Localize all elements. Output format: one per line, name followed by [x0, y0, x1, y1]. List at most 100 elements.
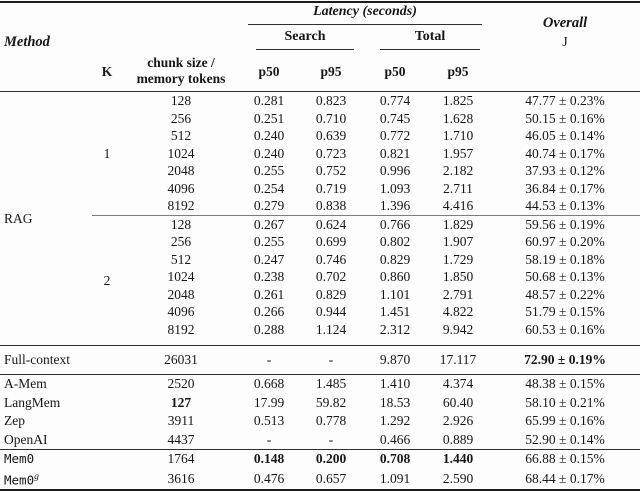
- cell-overall-j: 37.93 ± 0.12%: [525, 163, 605, 178]
- cell-total-p95: 1.710: [442, 128, 474, 143]
- cell-overall-j: 48.38 ± 0.15%: [490, 373, 640, 393]
- cell-search-p50: 0.255: [253, 234, 285, 249]
- cell-total-p50: 0.766: [364, 214, 426, 233]
- cell-total-p50: 2.312: [379, 321, 411, 337]
- cell-chunk: 128: [170, 93, 192, 108]
- cell-search-p50: 0.267: [240, 214, 298, 233]
- cell-search-p95: 0.702: [315, 269, 347, 284]
- col-header-search-p50: p50: [240, 51, 298, 92]
- cell-search-p50: 0.240: [253, 128, 285, 143]
- cell-chunk: 26031: [122, 345, 240, 374]
- cell-total-p95: 1.628: [442, 110, 474, 126]
- table-row-zep: Zep 3911 0.513 0.778 1.292 2.926 65.99 ±…: [0, 412, 640, 431]
- cell-total-p50: 1.451: [379, 304, 411, 319]
- cell-overall-j: 40.74 ± 0.17%: [525, 145, 605, 161]
- cell-chunk: 512: [170, 251, 192, 267]
- cell-total-p95: 4.822: [442, 304, 474, 319]
- table-row-rag-k1-1024: 1024 0.240 0.723 0.821 1.957 40.74 ± 0.1…: [0, 145, 640, 163]
- cell-total-p50: 0.829: [379, 251, 411, 267]
- cell-chunk: 2048: [167, 286, 195, 302]
- cell-chunk: 2048: [167, 163, 195, 178]
- method-label-rag: RAG: [4, 210, 33, 226]
- table-row-rag-k2-2048: 2048 0.261 0.829 1.101 2.791 48.57 ± 0.2…: [0, 286, 640, 304]
- cell-chunk: 128: [122, 214, 240, 233]
- cell-search-p50: 0.266: [253, 304, 285, 319]
- cell-total-p95: 2.182: [442, 163, 474, 178]
- cell-search-p50: -: [266, 431, 272, 447]
- cell-total-p95: 2.711: [443, 180, 473, 196]
- table-row-rag-k2-256: 256 0.255 0.699 0.802 1.907 60.97 ± 0.20…: [0, 233, 640, 251]
- cell-overall-j: 48.57 ± 0.22%: [525, 286, 605, 302]
- cell-search-p95: -: [328, 431, 334, 447]
- cell-total-p50: 0.745: [379, 110, 411, 126]
- cell-search-p95: 0.823: [315, 93, 347, 108]
- cell-overall-j: 46.05 ± 0.14%: [525, 128, 605, 143]
- col-group-search: Search: [240, 25, 364, 52]
- cell-total-p50: 1.410: [364, 373, 426, 393]
- method-label-mem0: Mem0: [0, 448, 92, 469]
- cell-search-p95: 0.778: [315, 413, 347, 428]
- k-value-empty: [92, 448, 122, 469]
- cell-total-p95: 1.829: [426, 214, 490, 233]
- cell-search-p50: 0.288: [253, 321, 285, 337]
- cell-search-p50: 0.240: [253, 145, 285, 161]
- cell-search-p50: 0.148: [240, 448, 298, 469]
- cell-total-p95: 60.40: [442, 394, 474, 410]
- table-row-mem0: Mem0 1764 0.148 0.200 0.708 1.440 66.88 …: [0, 448, 640, 469]
- cell-search-p50: 0.281: [253, 93, 285, 108]
- cell-search-p50: 0.668: [240, 373, 298, 393]
- cell-overall-j: 50.68 ± 0.13%: [525, 269, 605, 284]
- cell-search-p95: 0.829: [315, 286, 347, 302]
- cell-total-p50: 0.774: [379, 93, 411, 108]
- table-header: Method Latency (seconds) Overall J Searc…: [0, 1, 640, 92]
- cell-chunk: 3616: [122, 468, 240, 491]
- cell-chunk: 8192: [167, 321, 195, 337]
- cell-search-p95: 0.710: [315, 110, 347, 126]
- cell-overall-j: 58.10 ± 0.21%: [525, 394, 605, 410]
- cell-overall-j: 60.97 ± 0.20%: [525, 234, 605, 249]
- cell-total-p95: 1.440: [426, 448, 490, 469]
- cell-total-p95: 9.942: [442, 321, 474, 337]
- table-row-rag-k1-2048: 2048 0.255 0.752 0.996 2.182 37.93 ± 0.1…: [0, 162, 640, 180]
- table-row-rag-k1-4096: 4096 0.254 0.719 1.093 2.711 36.84 ± 0.1…: [0, 180, 640, 198]
- cell-total-p50: 1.396: [379, 198, 411, 213]
- col-header-total-p50: p50: [364, 51, 426, 92]
- k-value-empty: [92, 430, 122, 449]
- cell-search-p50: 0.247: [253, 251, 285, 267]
- cell-total-p50: 1.101: [379, 286, 411, 302]
- cell-total-p50: 1.292: [379, 413, 411, 428]
- cell-chunk: 4096: [167, 180, 195, 196]
- cell-total-p95: 4.416: [442, 198, 474, 213]
- cell-chunk: 3911: [167, 413, 195, 428]
- cell-total-p95: 2.926: [442, 413, 474, 428]
- cell-total-p50: 0.802: [379, 234, 411, 249]
- cell-chunk: 2520: [122, 373, 240, 393]
- cell-chunk: 4096: [167, 304, 195, 319]
- k-value: 2: [92, 214, 122, 346]
- cell-total-p50: 1.091: [364, 468, 426, 491]
- table-row-langmem: LangMem 127 17.99 59.82 18.53 60.40 58.1…: [0, 393, 640, 412]
- header-row-groups: Method Latency (seconds) Overall J: [0, 1, 640, 52]
- cell-total-p50: 0.821: [379, 145, 411, 161]
- cell-chunk: 1764: [122, 448, 240, 469]
- cell-total-p95: 2.791: [442, 286, 474, 302]
- cell-search-p50: 0.513: [253, 413, 285, 428]
- cell-overall-j: 59.56 ± 0.19%: [490, 214, 640, 233]
- cell-total-p95: 1.850: [442, 269, 474, 284]
- table-row-rag-k2-1024: 1024 0.238 0.702 0.860 1.850 50.68 ± 0.1…: [0, 268, 640, 286]
- header-row-columns: K chunk size / memory tokens p50 p95 p50…: [0, 51, 640, 92]
- cell-total-p95: 2.590: [426, 468, 490, 491]
- overall-label: Overall: [542, 14, 588, 31]
- table-row-full-context: Full-context 26031 - - 9.870 17.117 72.9…: [0, 345, 640, 374]
- cell-overall-j: 66.88 ± 0.15%: [490, 448, 640, 469]
- cell-search-p95: 0.752: [315, 163, 347, 178]
- cell-search-p95: 0.624: [298, 214, 364, 233]
- cell-chunk: 127: [170, 394, 192, 410]
- cell-overall-j: 51.79 ± 0.15%: [525, 304, 605, 319]
- method-label-openai: OpenAI: [4, 431, 48, 447]
- cell-total-p95: 1.907: [442, 234, 474, 249]
- table-row-rag-k2-128: 2 128 0.267 0.624 0.766 1.829 59.56 ± 0.…: [0, 214, 640, 346]
- cell-total-p95: 1.825: [442, 93, 474, 108]
- chunk-size-line2: memory tokens: [136, 71, 226, 87]
- cell-overall-j: 52.90 ± 0.14%: [525, 431, 605, 447]
